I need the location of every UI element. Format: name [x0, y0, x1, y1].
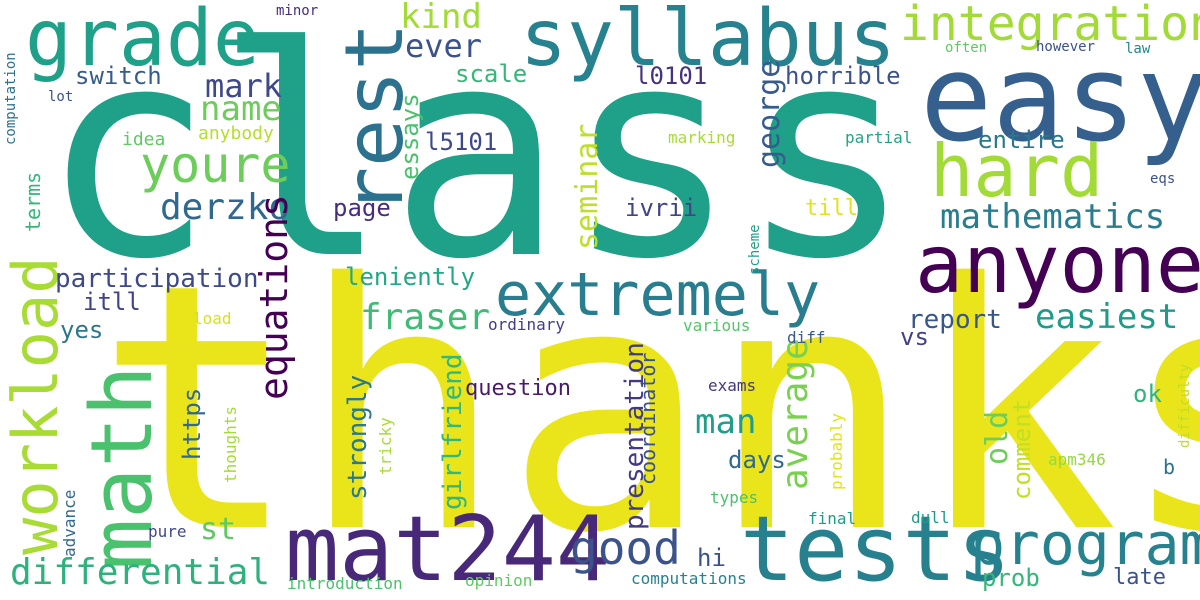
word-exams: exams: [708, 376, 757, 395]
word-ever: ever: [405, 27, 483, 65]
word-report: report: [908, 305, 1002, 335]
word-st: st: [200, 512, 237, 547]
word-equations: equations: [252, 194, 296, 400]
word-anybody: anybody: [198, 123, 274, 144]
word-name: name: [200, 89, 282, 129]
word-however: however: [1036, 39, 1096, 55]
word-girlfriend: girlfriend: [438, 353, 468, 510]
word-horrible: horrible: [785, 62, 901, 90]
word-switch: switch: [75, 62, 162, 90]
word-leniently: leniently: [345, 263, 476, 291]
word-various: various: [683, 316, 751, 335]
word-law: law: [1125, 41, 1151, 57]
word-dull: dull: [911, 508, 950, 527]
word-types: types: [710, 488, 759, 507]
word-class: class: [40, 0, 913, 323]
word-program: program: [970, 510, 1200, 578]
word-terms: terms: [21, 171, 45, 232]
word-coordinator: coordinator: [636, 352, 660, 485]
word-computations: computations: [631, 569, 747, 588]
word-vs: vs: [900, 323, 929, 351]
word-youre: youre: [140, 136, 291, 194]
word-strongly: strongly: [343, 374, 373, 500]
word-advance: advance: [60, 489, 79, 557]
word-late: late: [1113, 565, 1166, 590]
word-l0101: l0101: [635, 62, 708, 90]
word-extremely: extremely: [495, 260, 821, 330]
word-participation: participation: [55, 264, 259, 294]
word-l5101: l5101: [425, 128, 498, 156]
word-ok: ok: [1133, 380, 1162, 408]
word-comment: comment: [1008, 398, 1036, 500]
word-tricky: tricky: [376, 417, 395, 475]
word-minor: minor: [276, 3, 319, 19]
word-easy: easy: [920, 30, 1200, 169]
word-entire: entire: [978, 126, 1065, 154]
word-seminar: seminar: [570, 123, 605, 250]
word-mark: mark: [205, 67, 283, 105]
word-scale: scale: [455, 60, 528, 88]
word-integration: integration: [900, 0, 1200, 52]
word-load: load: [193, 309, 232, 328]
word-fraser: fraser: [360, 297, 491, 338]
word-george: george: [752, 59, 787, 168]
word-difficulty: difficulty: [1177, 363, 1193, 448]
word-tests: tests: [740, 497, 1011, 600]
word-pure: pure: [148, 522, 187, 541]
word-itll: itll: [83, 288, 141, 316]
word-derzko: derzko: [160, 187, 291, 228]
word-hard: hard: [930, 129, 1104, 213]
word-opinion: opinion: [465, 571, 533, 590]
word-kind: kind: [400, 0, 482, 37]
word-days: days: [728, 446, 786, 474]
word-page: page: [333, 194, 391, 222]
word-question: question: [465, 376, 571, 401]
word-essays: essays: [396, 93, 424, 180]
word-ordinary: ordinary: [488, 315, 566, 334]
word-anyone: anyone: [915, 218, 1200, 311]
word-often: often: [945, 40, 988, 56]
word-good: good: [570, 521, 681, 575]
word-syllabus: syllabus: [520, 0, 896, 84]
word-apm346: apm346: [1048, 450, 1106, 469]
word-diff: diff: [787, 328, 826, 347]
word-hi: hi: [697, 544, 726, 572]
word-idea: idea: [122, 129, 166, 150]
word-yes: yes: [60, 316, 104, 344]
word-lot: lot: [48, 89, 74, 105]
word-https: https: [178, 387, 206, 460]
word-ivrii: ivrii: [625, 194, 698, 222]
word-introduction: introduction: [287, 574, 403, 593]
word-till: till: [805, 196, 858, 221]
word-eqs: eqs: [1150, 171, 1176, 187]
word-prob: prob: [982, 564, 1040, 592]
word-mathematics: mathematics: [940, 197, 1166, 237]
word-partial: partial: [845, 128, 913, 147]
word-mat244: mat244: [285, 497, 611, 600]
word-easiest: easiest: [1035, 297, 1179, 337]
word-final: final: [808, 509, 857, 528]
word-man: man: [695, 402, 757, 442]
word-thoughts: thoughts: [221, 405, 240, 483]
word-computation: computation: [3, 52, 19, 145]
word-probably: probably: [827, 412, 846, 490]
word-marking: marking: [668, 128, 736, 147]
word-thanks: thanks: [95, 212, 1200, 600]
word-workload: workload: [0, 256, 72, 555]
word-scheme: scheme: [747, 224, 763, 275]
word-grade: grade: [25, 0, 260, 84]
word-b: b: [1163, 455, 1176, 479]
word-differential: differential: [10, 552, 271, 593]
